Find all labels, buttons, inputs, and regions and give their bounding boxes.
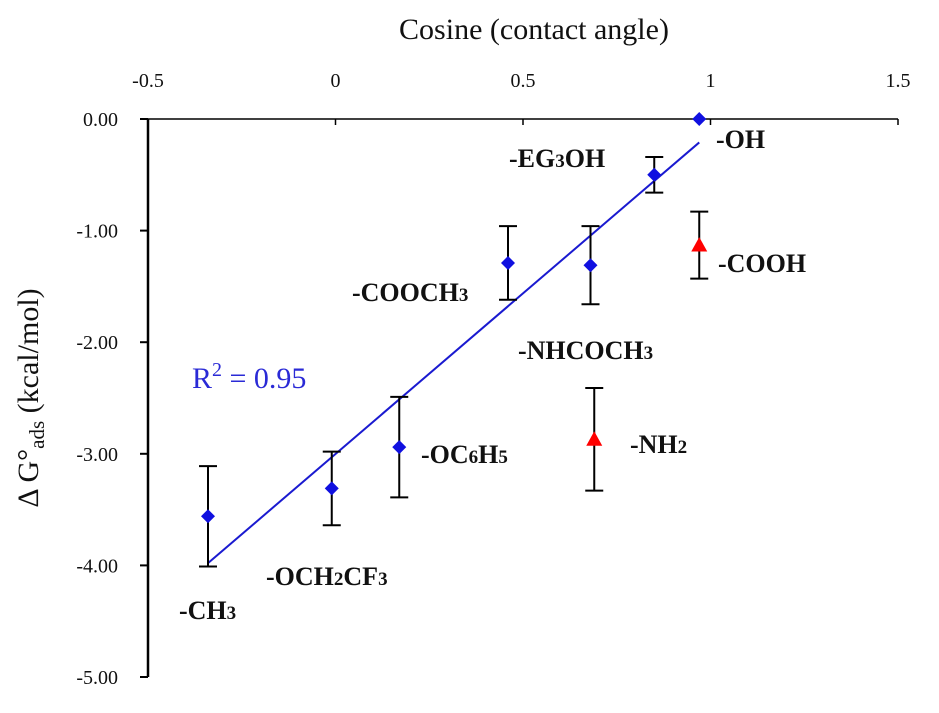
point-label: -OCH2CF3	[266, 562, 388, 591]
point-label-subscript: 2	[678, 437, 688, 458]
r-squared-main: R	[192, 362, 212, 395]
ticks-layer: -0.5 0 0.5 1 1.5 0.00 -1.00 -2.00 -3.00 -4.00 -5.0…	[76, 70, 910, 689]
point-label: -NHCOCH3	[518, 336, 653, 365]
point-label-subscript: 3	[378, 569, 388, 590]
point-label: -OH	[716, 125, 765, 154]
point-label-subscript: 6	[469, 447, 479, 468]
y-axis-title-main: Δ G°	[12, 449, 45, 508]
regression-line	[207, 141, 700, 564]
point-label-subscript: 2	[334, 569, 344, 590]
data-point-triangle	[586, 431, 603, 446]
point-label: -COOH	[718, 249, 806, 278]
y-tick-label: -3.00	[76, 444, 118, 466]
point-label-main: -OCH	[266, 562, 334, 591]
label-layer: -CH3-OCH2CF3-OC6H5-COOCH3-NHCOCH3-EG3OH-…	[179, 125, 806, 625]
point-label-main: -CH	[179, 596, 227, 625]
point-label: -COOCH3	[352, 278, 468, 307]
point-label-main: -OH	[716, 125, 765, 154]
y-axis-title-sub: ads	[25, 421, 49, 449]
point-label-subscript: 3	[459, 285, 469, 306]
point-label-main: -NHCOCH	[518, 336, 644, 365]
data-point-diamond	[501, 255, 515, 270]
y-axis-title: Δ G°ads (kcal/mol)	[12, 288, 49, 507]
point-label-subscript: 3	[644, 343, 654, 364]
point-label-tail: CF	[343, 562, 378, 591]
data-point-diamond	[647, 167, 662, 182]
data-point-diamond	[692, 112, 707, 126]
point-label-main: -EG	[509, 144, 555, 173]
point-label: -OC6H5	[421, 440, 508, 469]
point-label: -EG3OH	[509, 144, 605, 173]
point-label: -NH2	[630, 430, 687, 459]
r-squared-value: = 0.95	[222, 362, 306, 395]
point-label: -CH3	[179, 596, 236, 625]
x-tick-label: 0.5	[511, 70, 536, 92]
x-tick-label: 1	[706, 70, 716, 92]
r-squared-annotation: R2 = 0.95	[192, 359, 306, 395]
point-label-subscript: 5	[498, 447, 508, 468]
point-label-main: -OC	[421, 440, 469, 469]
y-axis-title-unit: (kcal/mol)	[12, 288, 45, 420]
data-point-diamond	[583, 258, 598, 273]
point-label-main: -NH	[630, 430, 678, 459]
point-label-main: -COOCH	[352, 278, 459, 307]
x-tick-label: 1.5	[886, 70, 911, 92]
y-tick-label: 0.00	[83, 109, 118, 131]
data-point-triangle	[691, 237, 708, 252]
marker-layer	[201, 112, 708, 524]
y-tick-label: -4.00	[76, 555, 118, 577]
x-tick-label: 0	[331, 70, 341, 92]
point-label-tail: OH	[565, 144, 605, 173]
data-point-diamond	[392, 440, 407, 455]
y-tick-label: -5.00	[76, 667, 118, 689]
y-tick-label: -1.00	[76, 221, 118, 243]
r-squared-sup: 2	[212, 359, 222, 381]
point-label-subscript: 3	[227, 603, 237, 624]
data-point-diamond	[324, 481, 339, 496]
point-label-tail: H	[478, 440, 498, 469]
point-label-subscript: 3	[555, 151, 565, 172]
x-axis-title: Cosine (contact angle)	[399, 13, 669, 46]
point-label-main: -COOH	[718, 249, 806, 278]
fit-layer	[207, 141, 700, 564]
y-tick-label: -2.00	[76, 332, 118, 354]
x-tick-label: -0.5	[132, 70, 164, 92]
data-point-diamond	[201, 509, 215, 524]
